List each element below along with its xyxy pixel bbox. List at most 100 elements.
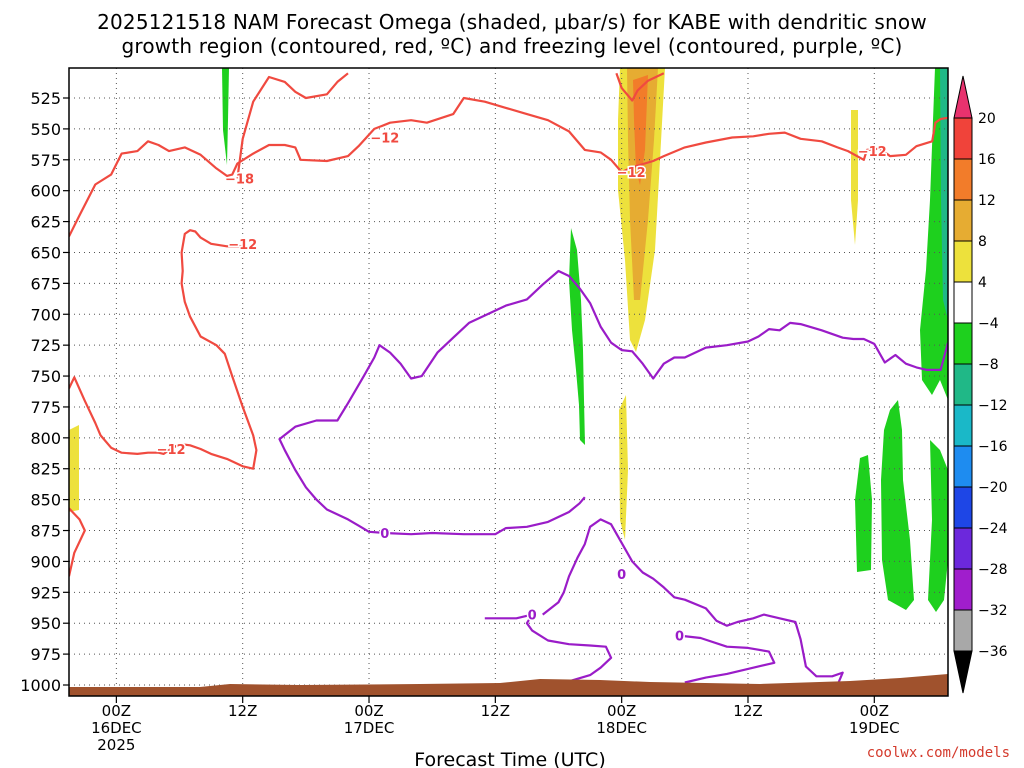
colorbar-swatch [953, 322, 973, 365]
colorbar-label: −20 [978, 480, 1008, 496]
x-tick-label: 00Z [354, 702, 383, 720]
x-tick-label: 00Z [102, 702, 131, 720]
colorbar-swatch [953, 117, 973, 160]
contour-label: −12 [858, 145, 887, 160]
colorbar-label: −28 [978, 562, 1008, 578]
omega-area-green [855, 455, 872, 572]
contour-freezing_0_lower2 [542, 518, 844, 686]
x-tick-label: 16DEC [91, 719, 142, 737]
contour-label: 0 [675, 630, 684, 645]
contour-lines [69, 72, 948, 686]
y-tick-label: 775 [30, 398, 61, 417]
plot-frame [68, 67, 949, 697]
colorbar-label: 12 [978, 193, 996, 209]
watermark: coolwx.com/models [866, 745, 1010, 761]
colorbar-swatch [953, 527, 973, 570]
colorbar-swatch [953, 240, 973, 283]
y-tick-label: 550 [30, 120, 61, 139]
x-tick-label: 2025 [97, 736, 135, 754]
omega-area-green [222, 68, 229, 165]
colorbar-swatch [953, 445, 973, 488]
y-tick-label: 825 [30, 460, 61, 479]
y-tick-label: 850 [30, 491, 61, 510]
x-tick-label: 12Z [733, 702, 762, 720]
y-tick-label: 600 [30, 182, 61, 201]
contour-label: −12 [370, 132, 399, 147]
x-tick-label: 18DEC [596, 719, 647, 737]
colorbar-label: −24 [978, 521, 1008, 537]
y-tick-label: 525 [30, 89, 61, 108]
colorbar-label: −16 [978, 439, 1008, 455]
y-tick-label: 675 [30, 274, 61, 293]
x-axis-title: Forecast Time (UTC) [414, 749, 605, 768]
colorbar-label: 4 [978, 275, 987, 291]
y-tick-label: 700 [30, 305, 61, 324]
colorbar-cap-bottom [953, 650, 973, 694]
y-tick-label: 725 [30, 336, 61, 355]
colorbar-swatch [953, 486, 973, 529]
colorbar-label: −12 [978, 398, 1008, 414]
y-tick-label: 750 [30, 367, 61, 386]
colorbar-label: 8 [978, 234, 987, 250]
chart-title-line1: 2025121518 NAM Forecast Omega (shaded, μ… [97, 10, 927, 34]
omega-area-yellow [851, 110, 858, 245]
colorbar-swatch [953, 404, 973, 447]
contour-label: 0 [380, 527, 389, 542]
contour-freezing_0_left [484, 613, 533, 620]
contour-dgz_-18 [236, 72, 349, 179]
colorbar-label: 20 [978, 111, 996, 127]
colorbar: 20 16 12 8 4 −4 −8 −12 −16 −20 −24 −28 −32 −36 [953, 75, 1008, 694]
contour-freezing_0_inner [679, 634, 776, 684]
y-axis: 525 550 575 600 625 650 675 700 725 750 775 800 825 8… [20, 89, 69, 695]
chart-title-line2: growth region (contoured, red, ºC) and f… [121, 34, 903, 58]
y-tick-label: 975 [30, 645, 61, 664]
grid-lines [69, 68, 948, 696]
y-tick-label: 575 [30, 151, 61, 170]
omega-area-green [881, 400, 914, 610]
omega-area-yellow [619, 395, 628, 540]
colorbar-swatch [953, 281, 973, 324]
contour-freezing_0_main [278, 269, 948, 535]
contour-dgz_-12_main [69, 96, 948, 237]
y-tick-label: 1000 [20, 676, 61, 695]
contour-label: 0 [617, 568, 626, 583]
colorbar-swatch [953, 609, 973, 652]
omega-area-deeporange [633, 75, 648, 185]
x-tick-label: 12Z [228, 702, 257, 720]
y-tick-label: 800 [30, 429, 61, 448]
omega-area-green [928, 440, 948, 612]
x-tick-label: 00Z [607, 702, 636, 720]
contour-dgz_-12_lower [69, 229, 258, 470]
colorbar-swatch [953, 158, 973, 201]
y-tick-label: 950 [30, 614, 61, 633]
colorbar-label: 16 [978, 152, 996, 168]
contour-label: −18 [225, 172, 254, 187]
x-tick-label: 19DEC [849, 719, 900, 737]
contour-dgz_-12_bottom [69, 507, 86, 577]
colorbar-label: −4 [978, 316, 999, 332]
y-tick-label: 650 [30, 243, 61, 262]
colorbar-label: −36 [978, 644, 1008, 660]
colorbar-label: −8 [978, 357, 999, 373]
colorbar-cap-top [953, 75, 973, 119]
x-tick-label: 00Z [860, 702, 889, 720]
contour-label: 0 [528, 609, 537, 624]
colorbar-swatch [953, 199, 973, 242]
terrain-surface [69, 674, 948, 696]
contour-label: −12 [617, 166, 646, 181]
colorbar-swatch [953, 568, 973, 611]
omega-shading [69, 68, 948, 612]
omega-area-green [940, 68, 948, 320]
y-tick-label: 875 [30, 522, 61, 541]
contour-freezing_0_lower [525, 614, 613, 683]
omega-area-green [569, 228, 585, 445]
y-tick-label: 900 [30, 552, 61, 571]
contour-labels: −12 −18 −12 −12 −12 −12 0 0 0 0 [155, 130, 888, 646]
y-tick-label: 925 [30, 583, 61, 602]
contour-freezing_0_lobe [384, 496, 586, 536]
contour-label: −12 [157, 443, 186, 458]
contour-label: −12 [228, 238, 257, 253]
y-tick-label: 625 [30, 213, 61, 232]
